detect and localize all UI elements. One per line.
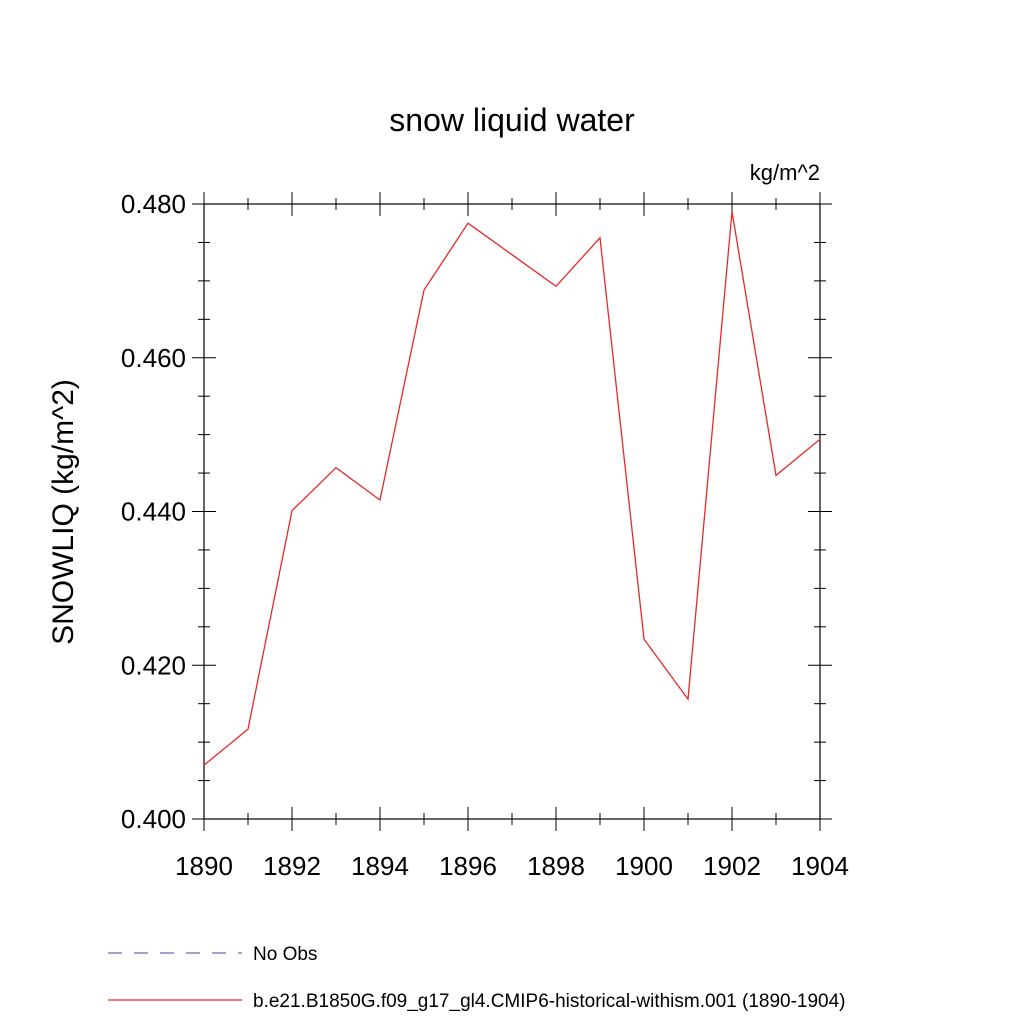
x-tick-label: 1904 <box>791 851 849 881</box>
y-tick-label: 0.400 <box>121 804 186 834</box>
legend: No Obs b.e21.B1850G.f09_g17_gl4.CMIP6-hi… <box>108 944 846 1012</box>
x-tick-label: 1894 <box>351 851 409 881</box>
x-tick-label: 1890 <box>175 851 233 881</box>
y-tick-label: 0.480 <box>121 189 186 219</box>
x-tick-label: 1900 <box>615 851 673 881</box>
x-tick-label: 1898 <box>527 851 585 881</box>
x-tick-label: 1902 <box>703 851 761 881</box>
y-axis-label: SNOWLIQ (kg/m^2) <box>47 379 80 645</box>
y-axis-ticks <box>192 203 832 820</box>
y-axis-tick-labels: 0.400 0.420 0.440 0.460 0.480 <box>121 189 186 834</box>
series-layer <box>203 211 821 766</box>
y-tick-label: 0.460 <box>121 343 186 373</box>
x-axis-tick-labels: 1890 1892 1894 1896 1898 1900 1902 1904 <box>175 851 849 881</box>
y-tick-label: 0.440 <box>121 497 186 527</box>
units-label: kg/m^2 <box>750 160 820 185</box>
legend-label-no-obs: No Obs <box>253 944 317 965</box>
x-tick-label: 1892 <box>263 851 321 881</box>
legend-label-model-run: b.e21.B1850G.f09_g17_gl4.CMIP6-historica… <box>253 991 846 1012</box>
x-axis-ticks <box>203 192 821 831</box>
x-tick-label: 1896 <box>439 851 497 881</box>
plot-frame <box>203 203 821 820</box>
y-tick-label: 0.420 <box>121 650 186 680</box>
series-line-0 <box>203 211 821 766</box>
chart-title: snow liquid water <box>389 102 635 138</box>
